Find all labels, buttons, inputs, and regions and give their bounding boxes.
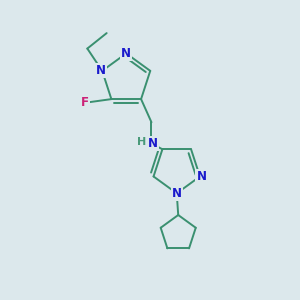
Text: N: N <box>172 188 182 200</box>
Text: H: H <box>137 137 147 147</box>
Text: N: N <box>148 137 158 150</box>
Text: N: N <box>196 170 206 183</box>
Text: N: N <box>121 47 131 60</box>
Text: F: F <box>81 96 88 109</box>
Text: N: N <box>96 64 106 77</box>
